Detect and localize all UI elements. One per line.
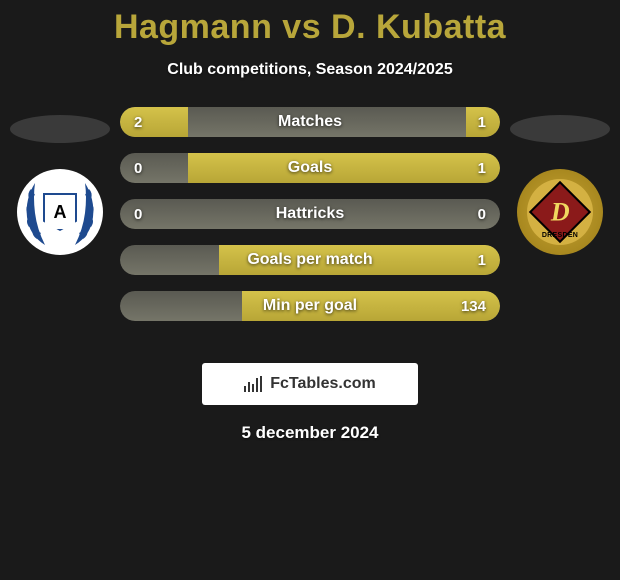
page-title: Hagmann vs D. Kubatta [0, 0, 620, 47]
metric-row: 1Goals per match [120, 245, 500, 275]
metric-row: 00Hattricks [120, 199, 500, 229]
metric-bars: 21Matches 01Goals 00Hattricks 1Goals per ma… [120, 107, 500, 337]
dynamo-inner-circle: D DRESDEN [527, 179, 593, 245]
footer-brand-text: FcTables.com [270, 375, 376, 393]
dynamo-city-label: DRESDEN [542, 232, 578, 239]
shadow-ellipse-left [10, 115, 110, 143]
shadow-ellipse-right [510, 115, 610, 143]
metric-label: Goals per match [120, 245, 500, 275]
club-badge-arminia: A [17, 169, 103, 255]
player-right-column: D DRESDEN [500, 107, 620, 255]
player-left-column: A [0, 107, 120, 255]
club-badge-dynamo: D DRESDEN [517, 169, 603, 255]
metric-row: 134Min per goal [120, 291, 500, 321]
metric-label: Goals [120, 153, 500, 183]
metric-label: Min per goal [120, 291, 500, 321]
comparison-main: A D DRESDEN 21Matches 01Goals 00Hattricks 1… [0, 107, 620, 347]
bars-icon [244, 376, 264, 392]
metric-row: 01Goals [120, 153, 500, 183]
metric-label: Matches [120, 107, 500, 137]
subtitle: Club competitions, Season 2024/2025 [0, 61, 620, 79]
dynamo-letter: D [551, 197, 570, 227]
comparison-card: Hagmann vs D. Kubatta Club competitions,… [0, 0, 620, 443]
metric-row: 21Matches [120, 107, 500, 137]
date-label: 5 december 2024 [0, 423, 620, 443]
metric-label: Hattricks [120, 199, 500, 229]
footer-brand-badge: FcTables.com [202, 363, 418, 405]
